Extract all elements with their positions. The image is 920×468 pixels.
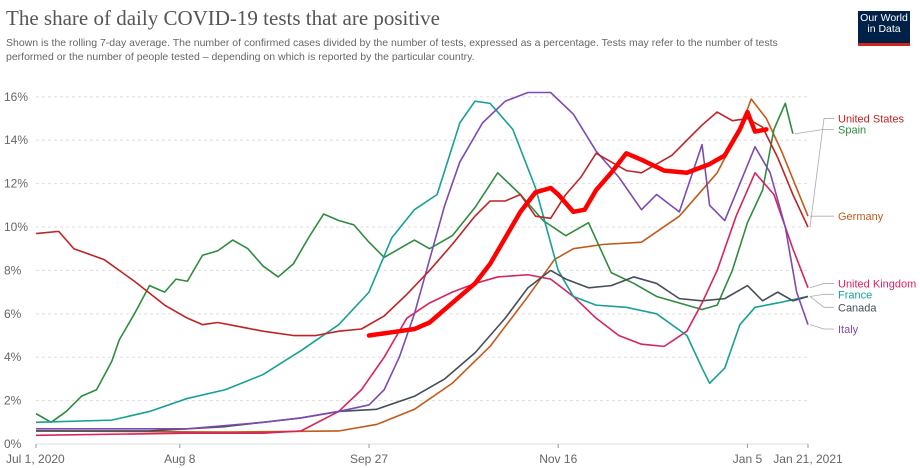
y-tick-label: 0%: [4, 437, 22, 451]
y-tick-label: 14%: [4, 133, 28, 147]
label-connector: [809, 324, 834, 330]
label-connector: [794, 128, 834, 135]
x-tick-label: Jan 21, 2021: [773, 452, 843, 466]
x-tick-label: Jul 1, 2020: [6, 452, 65, 466]
y-axis-ticks: 0% 2% 4% 6% 8% 10% 12% 14% 16%: [4, 90, 28, 451]
y-tick-label: 2%: [4, 394, 22, 408]
series-label-italy[interactable]: Italy: [838, 324, 859, 336]
series-line-spain[interactable]: [35, 102, 794, 424]
logo-line-2: in Data: [867, 23, 901, 35]
y-tick-label: 16%: [4, 90, 28, 104]
x-axis-ticks: Jul 1, 2020 Aug 8 Sep 27 Nov 16 Jan 5 Jan 21,…: [6, 444, 843, 466]
label-connector: [809, 283, 834, 289]
x-tick-label: Aug 8: [164, 452, 196, 466]
label-connector: [809, 118, 834, 228]
logo-line-1: Our World: [860, 12, 908, 24]
y-tick-label: 4%: [4, 350, 22, 364]
series-label-spain[interactable]: Spain: [838, 124, 866, 136]
series-label-united-states[interactable]: United States: [838, 114, 905, 126]
series-label-canada[interactable]: Canada: [838, 302, 877, 314]
series-line-united-states[interactable]: [35, 111, 809, 337]
y-tick-label: 6%: [4, 307, 22, 321]
our-world-in-data-logo[interactable]: Our World in Data: [858, 11, 910, 46]
label-connector: [809, 293, 834, 297]
series-line-italy[interactable]: [36, 91, 809, 430]
series-line-germany[interactable]: [35, 98, 809, 433]
series-label-france[interactable]: France: [838, 289, 872, 301]
y-tick-label: 8%: [4, 263, 22, 277]
x-tick-label: Sep 27: [350, 452, 388, 466]
series-line-united-kingdom[interactable]: [35, 171, 809, 437]
red-annotation-stroke: [366, 109, 769, 338]
chart-title: The share of daily COVID-19 tests that a…: [6, 6, 440, 30]
chart-subtitle: Shown is the rolling 7-day average. The …: [6, 37, 778, 63]
chart-gridlines: [36, 96, 808, 445]
x-tick-label: Nov 16: [539, 452, 577, 466]
label-connector: [809, 296, 834, 308]
series-label-germany[interactable]: Germany: [838, 211, 884, 223]
highlight-stroke: [366, 109, 769, 338]
x-tick-label: Jan 5: [733, 452, 763, 466]
series-line-france[interactable]: [35, 100, 809, 424]
y-tick-label: 12%: [4, 177, 28, 191]
y-tick-label: 10%: [4, 220, 28, 234]
series-label-united-kingdom[interactable]: United Kingdom: [838, 278, 916, 290]
series-lines: [35, 91, 809, 437]
